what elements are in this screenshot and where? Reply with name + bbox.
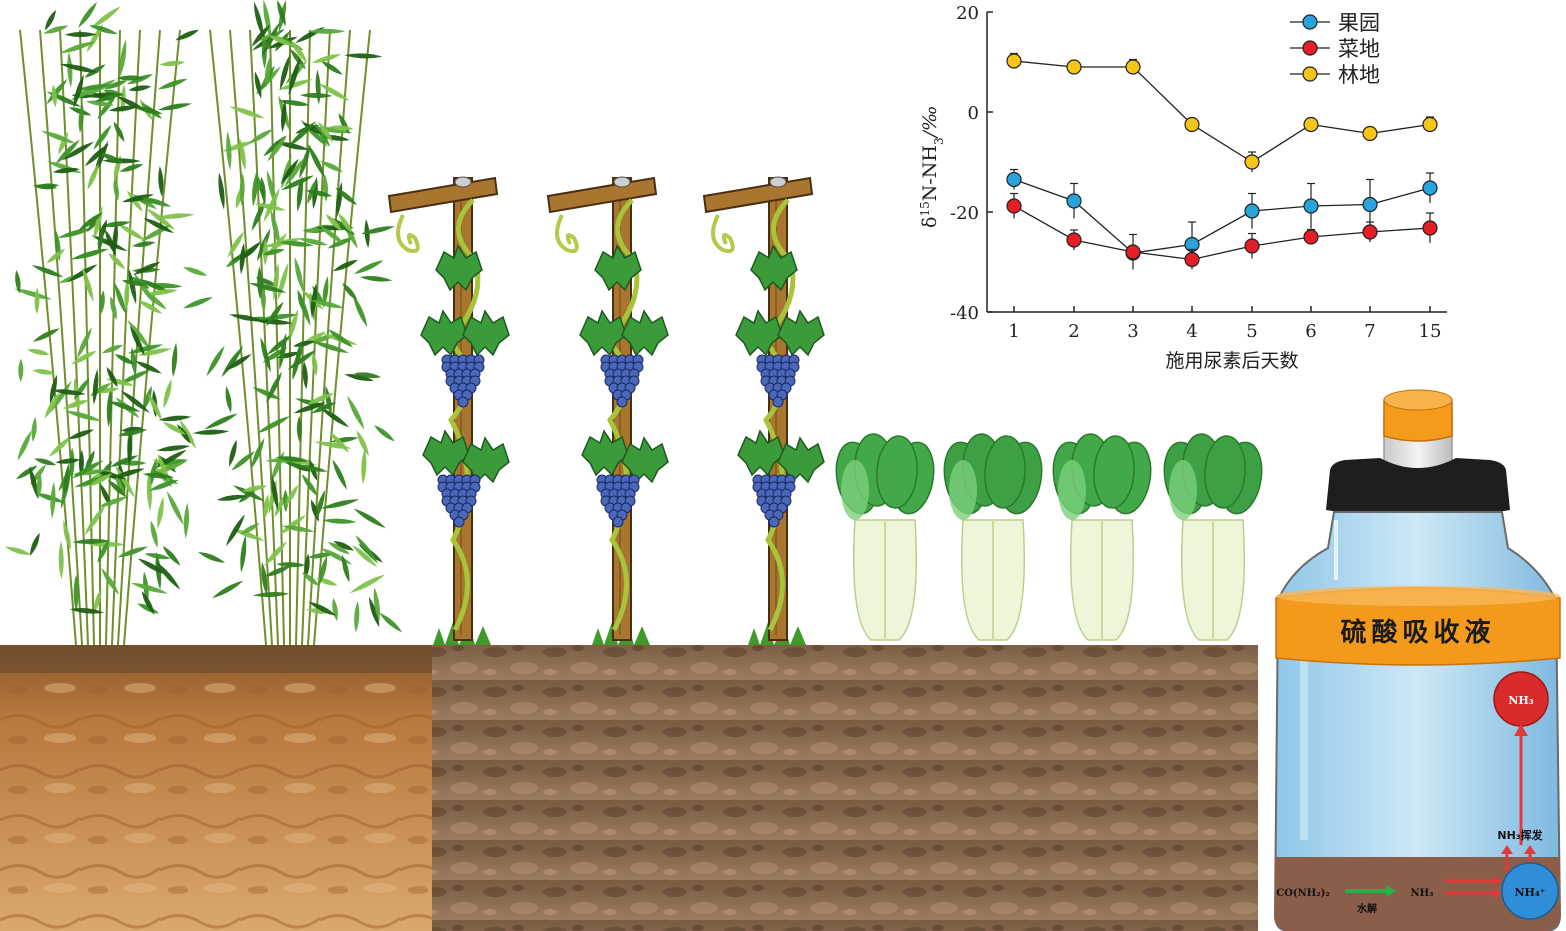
y-tick-label: -40: [950, 303, 979, 324]
legend-label: 果园: [1338, 11, 1380, 35]
bamboo-plants: [5, 0, 403, 646]
data-point: [1066, 232, 1082, 248]
data-point: [1422, 180, 1438, 196]
bok-choy-3: [1052, 433, 1152, 641]
data-point: [1006, 198, 1022, 214]
data-point: [1303, 229, 1319, 245]
data-point: [1066, 193, 1082, 209]
x-tick-label: 5: [1246, 321, 1257, 342]
farm-soil: [432, 645, 1258, 931]
x-tick-label: 7: [1364, 321, 1375, 342]
data-point: [1303, 198, 1319, 214]
data-point: [1184, 251, 1200, 268]
volatilize-label: NH₃挥发: [1497, 828, 1543, 842]
urea-label: CO(NH₂)₂: [1276, 888, 1329, 899]
legend-label: 林地: [1338, 63, 1380, 87]
data-point: [1422, 116, 1438, 133]
series-group: [1006, 52, 1438, 270]
bok-choy-2: [943, 433, 1043, 641]
x-tick-label: 1: [1008, 321, 1019, 342]
bottle-soil: [1275, 857, 1560, 931]
series-line: [1013, 178, 1431, 254]
absorption-bottle: 硫酸吸收液 NH₃ NH₃挥发 NH₄⁺ CO(NH₂)₂ 水解 NH₃: [1273, 389, 1562, 931]
x-tick-label: 15: [1419, 321, 1442, 342]
nh3-mid-label: NH₃: [1411, 888, 1434, 899]
y-label-mid: N-NH: [919, 145, 941, 201]
nh4-label: NH₄⁺: [1514, 886, 1545, 899]
bottle-cap: [1326, 458, 1510, 518]
data-point: [1244, 238, 1260, 254]
grape-vine-1: [387, 176, 510, 645]
y-ticks: 20 0 -20 -40: [950, 3, 993, 324]
data-point: [1244, 154, 1260, 170]
data-point: [1125, 59, 1141, 75]
absorbent-label: 硫酸吸收液: [1340, 617, 1495, 648]
grape-vine-2: [546, 176, 669, 645]
x-tick-label: 4: [1186, 321, 1197, 342]
data-point: [1006, 171, 1022, 188]
data-point: [1303, 116, 1319, 133]
series-line: [1013, 205, 1431, 261]
legend-marker: [1302, 14, 1318, 30]
y-label-sup: 15: [918, 201, 932, 216]
y-tick-label: 0: [968, 103, 979, 124]
x-tick-label: 3: [1127, 321, 1138, 342]
data-point: [1362, 125, 1378, 142]
y-tick-label: 20: [956, 3, 979, 24]
x-tick-label: 2: [1068, 321, 1079, 342]
y-label-delta: δ: [919, 217, 941, 228]
legend-marker: [1302, 40, 1318, 56]
data-point: [1422, 220, 1438, 236]
grape-vine-3: [702, 176, 825, 645]
data-point: [1362, 196, 1378, 213]
bok-choy-1: [835, 433, 935, 641]
series-line: [1013, 60, 1431, 163]
x-ticks: 1 2 3 4 5 6 7 15: [1008, 306, 1441, 342]
y-axis-label: δ15N-NH3/‰: [918, 105, 946, 228]
data-point: [1006, 53, 1022, 69]
legend-label: 菜地: [1338, 37, 1380, 61]
line-chart: 200-20-40 1 2 3 4 5 6 7 15 施用尿素后天数 δ15N-NH3/‰ 果…: [918, 3, 1447, 372]
series-1: [1006, 192, 1438, 270]
x-axis-label: 施用尿素后天数: [1165, 350, 1298, 372]
legend-marker: [1302, 66, 1318, 82]
nh3-top-label: NH₃: [1508, 694, 1533, 707]
y-tick-label: -20: [950, 203, 979, 224]
data-point: [1244, 203, 1260, 219]
bok-choy-4: [1163, 433, 1263, 641]
data-point: [1066, 59, 1082, 75]
bamboo-2: [192, 0, 403, 646]
y-label-tail: /‰: [919, 105, 941, 139]
forest-soil: [0, 645, 432, 931]
hydrolysis-label: 水解: [1356, 902, 1377, 915]
data-point: [1125, 244, 1141, 260]
bok-choy-plants: [835, 433, 1263, 641]
data-point: [1362, 224, 1378, 240]
data-point: [1184, 116, 1200, 133]
x-tick-label: 6: [1305, 321, 1316, 342]
series-2: [1006, 52, 1438, 172]
nh4-circle: [1501, 862, 1559, 920]
bamboo-1: [5, 1, 213, 646]
y-label-sub: 3: [932, 137, 946, 145]
grape-vines: [387, 176, 825, 645]
